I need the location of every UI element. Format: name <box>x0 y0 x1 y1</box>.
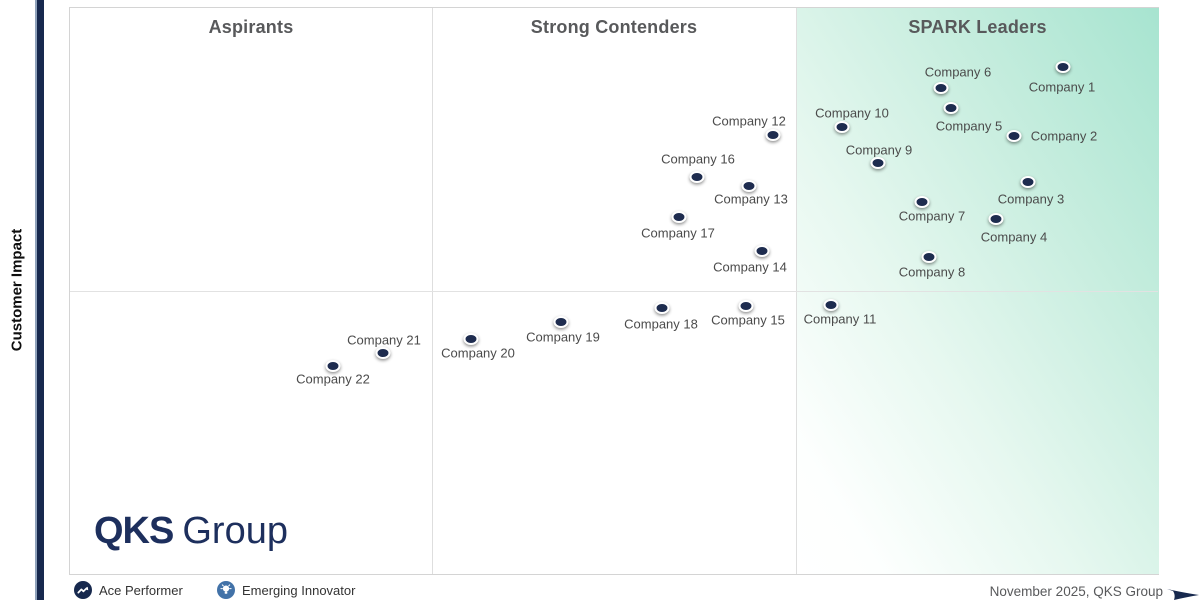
quadrant-header-spark-leaders: SPARK Leaders <box>908 17 1047 37</box>
footer-date-source: November 2025, QKS Group <box>989 584 1163 599</box>
data-point-company-17 <box>671 211 687 223</box>
data-point-label-company-6: Company 6 <box>924 64 992 80</box>
trend-up-icon <box>74 581 92 599</box>
data-point-company-18 <box>654 302 670 314</box>
legend-label-ace-performer: Ace Performer <box>99 582 183 598</box>
data-point-company-10 <box>834 121 850 133</box>
quadrant-header-aspirants: Aspirants <box>208 17 294 37</box>
data-point-company-3 <box>1020 176 1036 188</box>
data-point-company-15 <box>738 300 754 312</box>
data-point-label-company-18: Company 18 <box>624 316 698 332</box>
data-point-label-company-19: Company 19 <box>526 329 600 345</box>
data-point-company-13 <box>741 180 757 192</box>
data-point-company-7 <box>914 196 930 208</box>
data-point-label-company-8: Company 8 <box>898 264 966 280</box>
quadrant-midline <box>70 291 1158 292</box>
data-point-label-company-10: Company 10 <box>815 105 889 121</box>
data-point-company-1 <box>1055 61 1071 73</box>
data-point-label-company-15: Company 15 <box>711 312 785 328</box>
data-point-label-company-1: Company 1 <box>1028 79 1096 95</box>
data-point-company-5 <box>943 102 959 114</box>
data-point-company-8 <box>921 251 937 263</box>
data-point-label-company-2: Company 2 <box>1030 128 1098 144</box>
data-point-label-company-16: Company 16 <box>661 151 735 167</box>
data-point-label-company-13: Company 13 <box>714 191 788 207</box>
data-point-label-company-7: Company 7 <box>898 208 966 224</box>
data-point-label-company-4: Company 4 <box>980 229 1048 245</box>
data-point-label-company-11: Company 11 <box>803 311 877 327</box>
legend-item-ace-performer: Ace Performer <box>74 581 183 599</box>
data-point-company-21 <box>375 347 391 359</box>
y-axis-bar <box>35 0 44 600</box>
data-point-label-company-3: Company 3 <box>997 191 1065 207</box>
data-point-label-company-14: Company 14 <box>713 259 787 275</box>
data-point-label-company-17: Company 17 <box>641 225 715 241</box>
lightbulb-icon <box>217 581 235 599</box>
legend-label-emerging-innovator: Emerging Innovator <box>242 582 356 598</box>
data-point-company-9 <box>870 157 886 169</box>
logo-text-bold: QKS <box>94 510 174 552</box>
x-axis-arrow-icon <box>1166 585 1200 600</box>
data-point-label-company-21: Company 21 <box>347 332 421 348</box>
data-point-label-company-20: Company 20 <box>441 345 515 361</box>
data-point-company-2 <box>1006 130 1022 142</box>
data-point-company-22 <box>325 360 341 372</box>
data-point-company-16 <box>689 171 705 183</box>
data-point-company-14 <box>754 245 770 257</box>
qks-group-logo: QKS Group <box>94 510 288 553</box>
data-point-company-6 <box>933 82 949 94</box>
data-point-company-20 <box>463 333 479 345</box>
data-point-company-11 <box>823 299 839 311</box>
data-point-label-company-9: Company 9 <box>845 142 913 158</box>
data-point-company-19 <box>553 316 569 328</box>
data-point-company-12 <box>765 129 781 141</box>
data-point-company-4 <box>988 213 1004 225</box>
data-point-label-company-12: Company 12 <box>712 113 786 129</box>
legend-item-emerging-innovator: Emerging Innovator <box>217 581 355 599</box>
data-point-label-company-5: Company 5 <box>935 118 1003 134</box>
chart-area: Aspirants Strong Contenders SPARK Leader… <box>69 7 1159 575</box>
data-point-label-company-22: Company 22 <box>296 371 370 387</box>
quadrant-header-strong-contenders: Strong Contenders <box>530 17 698 37</box>
logo-text-light: Group <box>182 510 288 552</box>
